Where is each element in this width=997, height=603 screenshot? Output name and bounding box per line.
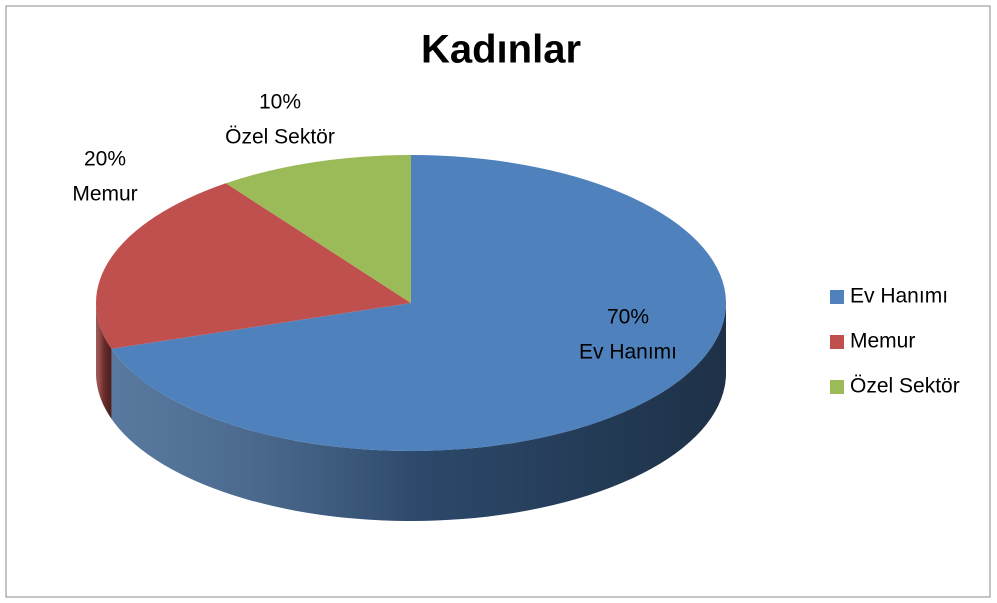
- legend-swatch: [830, 380, 844, 394]
- data-label-value: 70%: [607, 306, 649, 329]
- legend-swatch: [830, 335, 844, 349]
- legend-label: Memur: [850, 330, 915, 353]
- legend-swatch: [830, 290, 844, 304]
- data-label-category: Ev Hanımı: [579, 341, 677, 364]
- pie-slice: [95, 183, 411, 349]
- data-label-category: Özel Sektör: [225, 126, 335, 149]
- legend-label: Özel Sektör: [850, 375, 960, 398]
- pie-side-shade: [96, 303, 112, 419]
- pie-side-shade: [111, 303, 727, 521]
- chart-title: Kadınlar: [421, 28, 581, 72]
- pie-slice: [111, 155, 726, 451]
- pie-slice: [225, 155, 411, 303]
- data-label-category: Memur: [72, 183, 137, 206]
- data-label-value: 10%: [259, 91, 301, 114]
- data-label-value: 20%: [84, 148, 126, 171]
- legend-label: Ev Hanımı: [850, 285, 948, 308]
